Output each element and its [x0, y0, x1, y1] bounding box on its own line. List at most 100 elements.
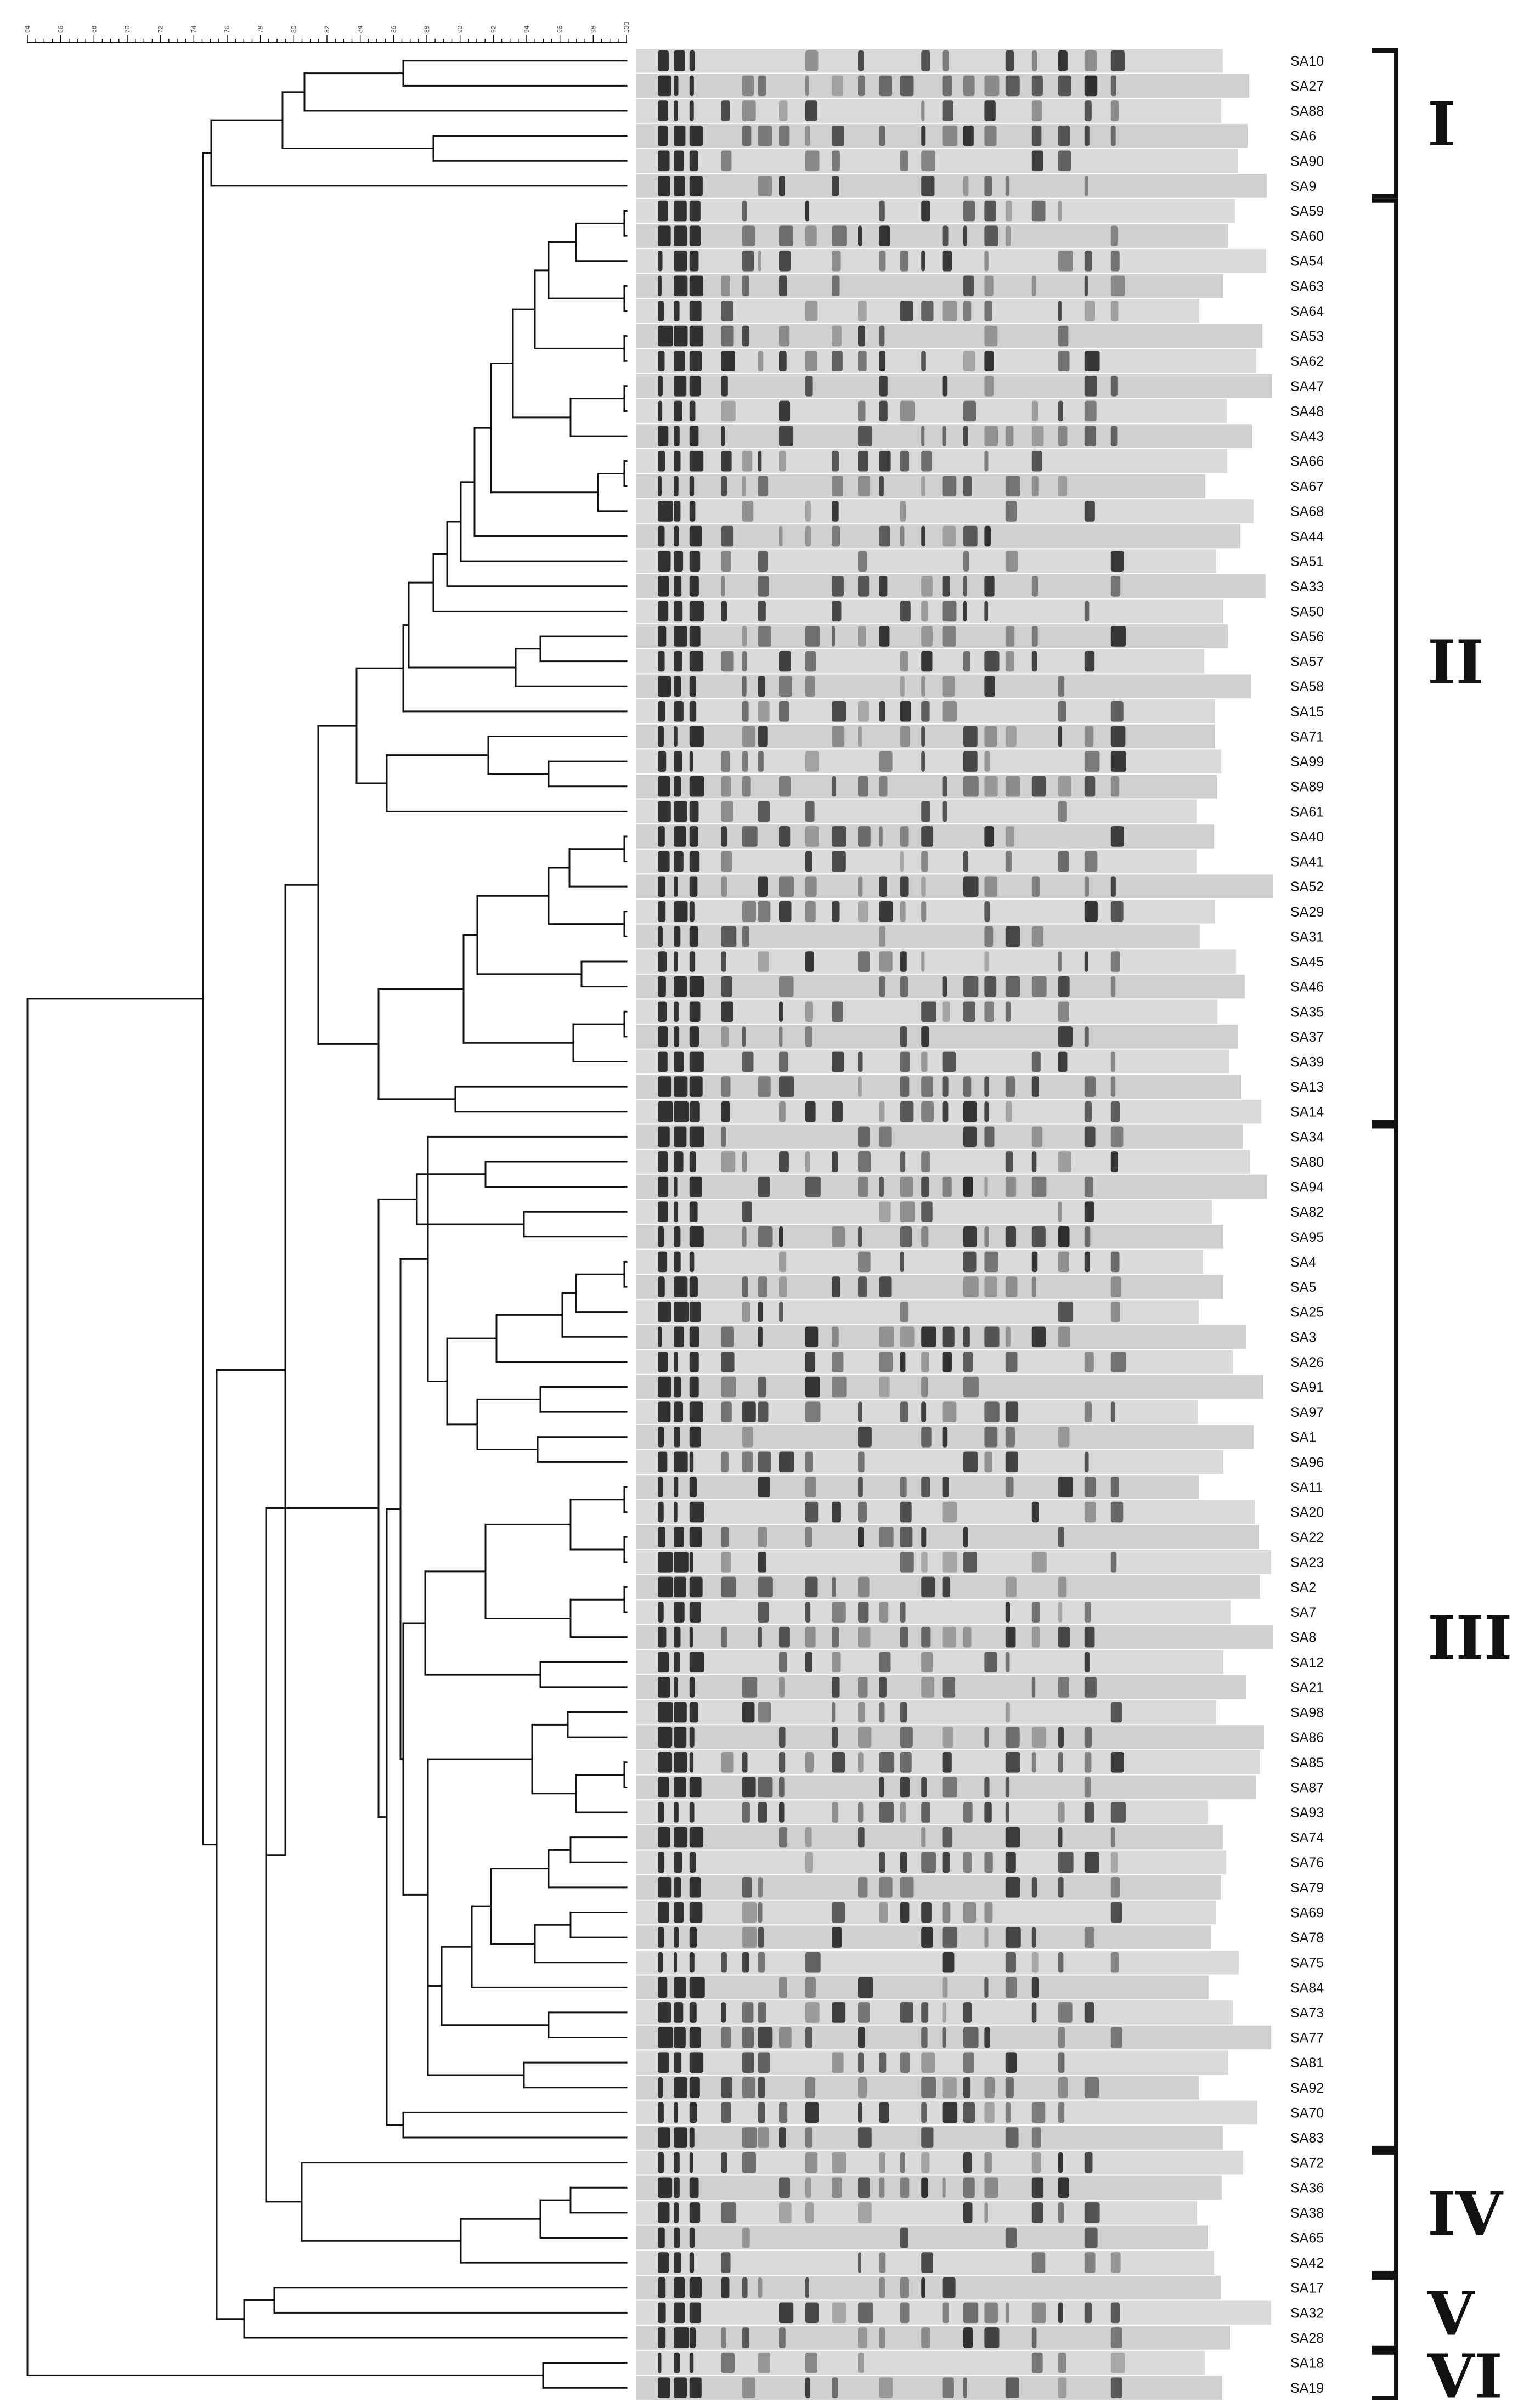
lane-label: SA32: [1290, 2305, 1324, 2321]
gel-band: [858, 826, 871, 847]
gel-band: [758, 1276, 768, 1297]
gel-band: [921, 1777, 927, 1798]
gel-band: [879, 1677, 887, 1698]
gel-band: [984, 1927, 989, 1948]
gel-band: [674, 575, 682, 597]
gel-band: [963, 2027, 979, 2048]
gel-band: [921, 701, 930, 722]
gel-band: [658, 701, 665, 722]
gel-band: [900, 1501, 912, 1523]
gel-band: [742, 776, 751, 797]
gel-band: [1058, 400, 1063, 422]
gel-band: [689, 250, 699, 272]
gel-lane: [636, 649, 1204, 674]
gel-band: [805, 826, 819, 847]
gel-band: [658, 525, 665, 547]
gel-band: [900, 1727, 913, 1748]
gel-band: [1084, 1352, 1094, 1372]
gel-band: [1110, 2027, 1122, 2048]
gel-band: [1084, 901, 1098, 922]
gel-band: [689, 176, 703, 196]
gel-lane: [636, 2275, 1221, 2300]
gel-band: [984, 2202, 989, 2223]
gel-band: [1110, 2327, 1122, 2348]
lane-label: SA59: [1290, 204, 1324, 219]
gel-band: [721, 851, 732, 872]
gel-band: [805, 901, 816, 922]
gel-band: [921, 2002, 929, 2023]
gel-band: [658, 250, 663, 272]
gel-band: [963, 2302, 979, 2324]
gel-band: [689, 976, 704, 997]
gel-band: [984, 901, 990, 922]
gel-band: [674, 2252, 681, 2273]
gel-band: [963, 651, 970, 672]
gel-band: [758, 601, 766, 622]
gel-band: [900, 1326, 915, 1348]
gel-band: [879, 776, 888, 797]
gel-band: [921, 2077, 936, 2098]
gel-band: [858, 551, 867, 572]
gel-band: [674, 1477, 679, 1497]
gel-band: [942, 1626, 956, 1648]
gel-band: [879, 1777, 884, 1798]
gel-band: [1084, 1677, 1097, 1698]
gel-band: [742, 2002, 754, 2023]
gel-band: [658, 2052, 669, 2073]
gel-band: [1031, 2202, 1043, 2223]
gel-band: [1084, 2227, 1098, 2248]
gel-band: [779, 100, 788, 121]
gel-band: [858, 1702, 865, 1723]
gel-lane: [636, 1525, 1259, 1550]
gel-band: [721, 100, 730, 121]
gel-band: [1058, 1677, 1069, 1698]
gel-band: [779, 176, 785, 196]
gel-band: [689, 776, 704, 797]
gel-band: [1031, 2127, 1041, 2148]
gel-band: [900, 150, 908, 172]
gel-band: [1005, 2377, 1019, 2398]
gel-band: [721, 1101, 730, 1122]
gel-band: [984, 225, 998, 246]
gel-band: [674, 100, 678, 121]
gel-band: [674, 1076, 688, 1097]
gel-band: [900, 676, 905, 697]
gel-band: [879, 901, 893, 922]
gel-band: [921, 1201, 933, 1222]
gel-band: [1084, 501, 1095, 522]
gel-band: [742, 1301, 750, 1322]
gel-band: [658, 2127, 670, 2148]
gel-band: [658, 1326, 662, 1348]
gel-band: [1031, 1326, 1046, 1348]
gel-band: [689, 1376, 699, 1398]
gel-band: [658, 1226, 664, 1247]
gel-band: [832, 1652, 841, 1673]
gel-band: [879, 926, 886, 947]
gel-band: [658, 50, 669, 71]
gel-band: [900, 525, 905, 547]
gel-band: [758, 1902, 763, 1923]
gel-band: [832, 125, 844, 146]
gel-band: [658, 626, 667, 647]
gel-band: [658, 1677, 670, 1698]
gel-band: [1058, 2377, 1067, 2398]
gel-band: [1058, 125, 1070, 146]
gel-band: [921, 525, 925, 547]
lane-label: SA13: [1290, 1079, 1324, 1095]
gel-band: [921, 1652, 933, 1673]
gel-band: [758, 1877, 763, 1898]
gel-band: [658, 2352, 662, 2373]
gel-band: [658, 1927, 664, 1948]
gel-band: [779, 2027, 792, 2048]
gel-band: [963, 351, 975, 372]
gel-band: [689, 301, 702, 321]
gel-band: [832, 1751, 845, 1773]
gel-band: [805, 1977, 816, 1998]
gel-band: [721, 1326, 734, 1348]
gel-band: [900, 826, 909, 847]
gel-lane: [636, 874, 1273, 898]
gel-band: [1110, 225, 1118, 246]
gel-band: [921, 1552, 928, 1573]
scale-tick-label: 92: [489, 25, 497, 33]
